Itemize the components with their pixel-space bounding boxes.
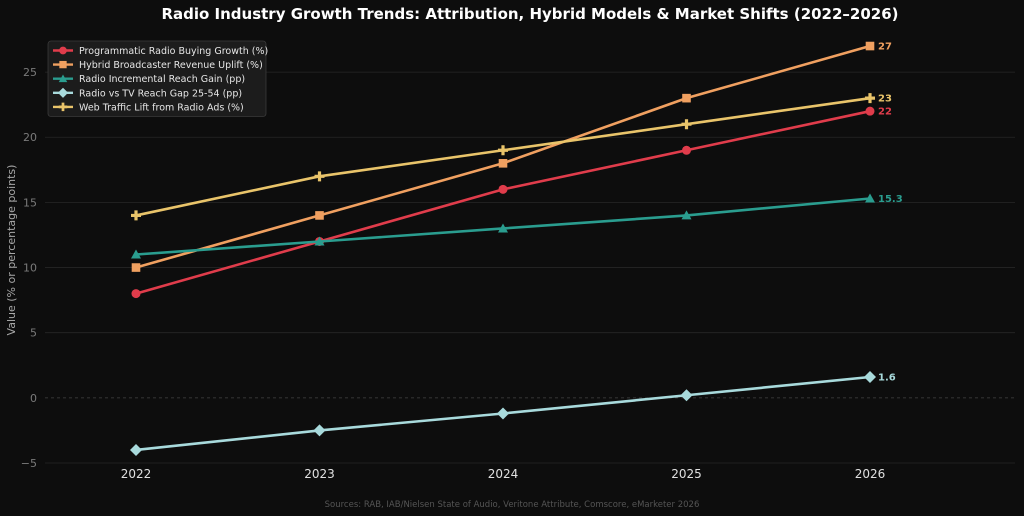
y-tick-label: 25 <box>23 66 37 79</box>
data-point <box>498 184 508 194</box>
data-point <box>681 119 692 130</box>
data-point <box>497 407 509 420</box>
legend-marker <box>58 102 68 112</box>
y-tick-label: 10 <box>23 262 37 275</box>
data-point <box>682 93 691 103</box>
x-tick-label: 2022 <box>121 467 152 481</box>
legend-item: Programmatic Radio Buying Growth (%) <box>53 46 268 57</box>
data-point <box>131 289 141 299</box>
y-tick-label: 0 <box>30 392 37 405</box>
y-tick-label: 20 <box>23 131 37 144</box>
source-note: Sources: RAB, IAB/Nielsen State of Audio… <box>325 500 700 510</box>
data-point <box>130 443 142 456</box>
data-point <box>682 145 691 155</box>
legend-marker <box>59 46 67 55</box>
data-point <box>315 211 324 220</box>
legend-label: Programmatic Radio Buying Growth (%) <box>79 46 268 57</box>
legend-marker <box>58 74 68 83</box>
data-point <box>131 263 141 272</box>
legend-item: Radio Incremental Reach Gain (pp) <box>53 74 245 85</box>
series-1: 27 <box>131 41 892 272</box>
legend-marker <box>57 87 69 98</box>
series-3: 1.6 <box>130 371 896 456</box>
legend-label: Web Traffic Lift from Radio Ads (%) <box>79 102 244 113</box>
legend-label: Radio Incremental Reach Gain (pp) <box>79 74 245 85</box>
x-tick-label: 2025 <box>671 467 702 481</box>
x-tick-label: 2026 <box>855 467 886 481</box>
end-value-label: 22 <box>878 107 892 118</box>
x-tick-label: 2023 <box>304 467 335 481</box>
legend-label: Radio vs TV Reach Gap 25-54 (pp) <box>79 88 242 99</box>
y-tick-label: 5 <box>30 327 37 340</box>
y-axis-ticks: −5 0 5 10 15 20 25 <box>21 66 37 470</box>
chart-title: Radio Industry Growth Trends: Attributio… <box>161 5 898 23</box>
x-tick-label: 2024 <box>488 467 519 481</box>
y-axis-label: Value (% or percentage points) <box>5 165 18 336</box>
y-tick-label: 15 <box>23 196 37 209</box>
end-value-label: 23 <box>878 94 892 105</box>
data-point <box>865 41 875 51</box>
legend: Programmatic Radio Buying Growth (%) Hybr… <box>47 40 268 117</box>
x-axis-ticks: 2022 2023 2024 2025 2026 <box>121 467 886 481</box>
data-point <box>865 193 875 203</box>
data-point <box>865 106 875 116</box>
series-4: 23 <box>131 93 892 221</box>
data-point <box>864 371 876 383</box>
legend-box <box>47 40 267 117</box>
legend-marker <box>59 60 67 69</box>
data-point <box>313 424 326 437</box>
data-point <box>498 145 508 156</box>
data-point <box>865 93 876 104</box>
end-value-label: 27 <box>878 42 892 53</box>
legend-item: Hybrid Broadcaster Revenue Uplift (%) <box>53 60 263 71</box>
data-point <box>314 236 325 246</box>
data-point <box>498 159 508 168</box>
data-point <box>681 210 692 220</box>
legend-item: Web Traffic Lift from Radio Ads (%) <box>53 102 244 113</box>
y-tick-label: −5 <box>21 457 37 470</box>
grid <box>45 71 1015 464</box>
data-point <box>498 223 508 233</box>
legend-item: Radio vs TV Reach Gap 25-54 (pp) <box>53 87 242 99</box>
data-point <box>131 249 141 259</box>
data-point <box>131 210 141 221</box>
series-2: 15.3 <box>131 193 903 259</box>
series-group: 22 27 15.3 1.6 23 <box>130 42 903 456</box>
end-value-label: 1.6 <box>878 373 896 384</box>
end-value-label: 15.3 <box>878 194 903 205</box>
legend-label: Hybrid Broadcaster Revenue Uplift (%) <box>79 60 263 71</box>
data-point <box>314 171 325 182</box>
data-point <box>680 389 693 402</box>
